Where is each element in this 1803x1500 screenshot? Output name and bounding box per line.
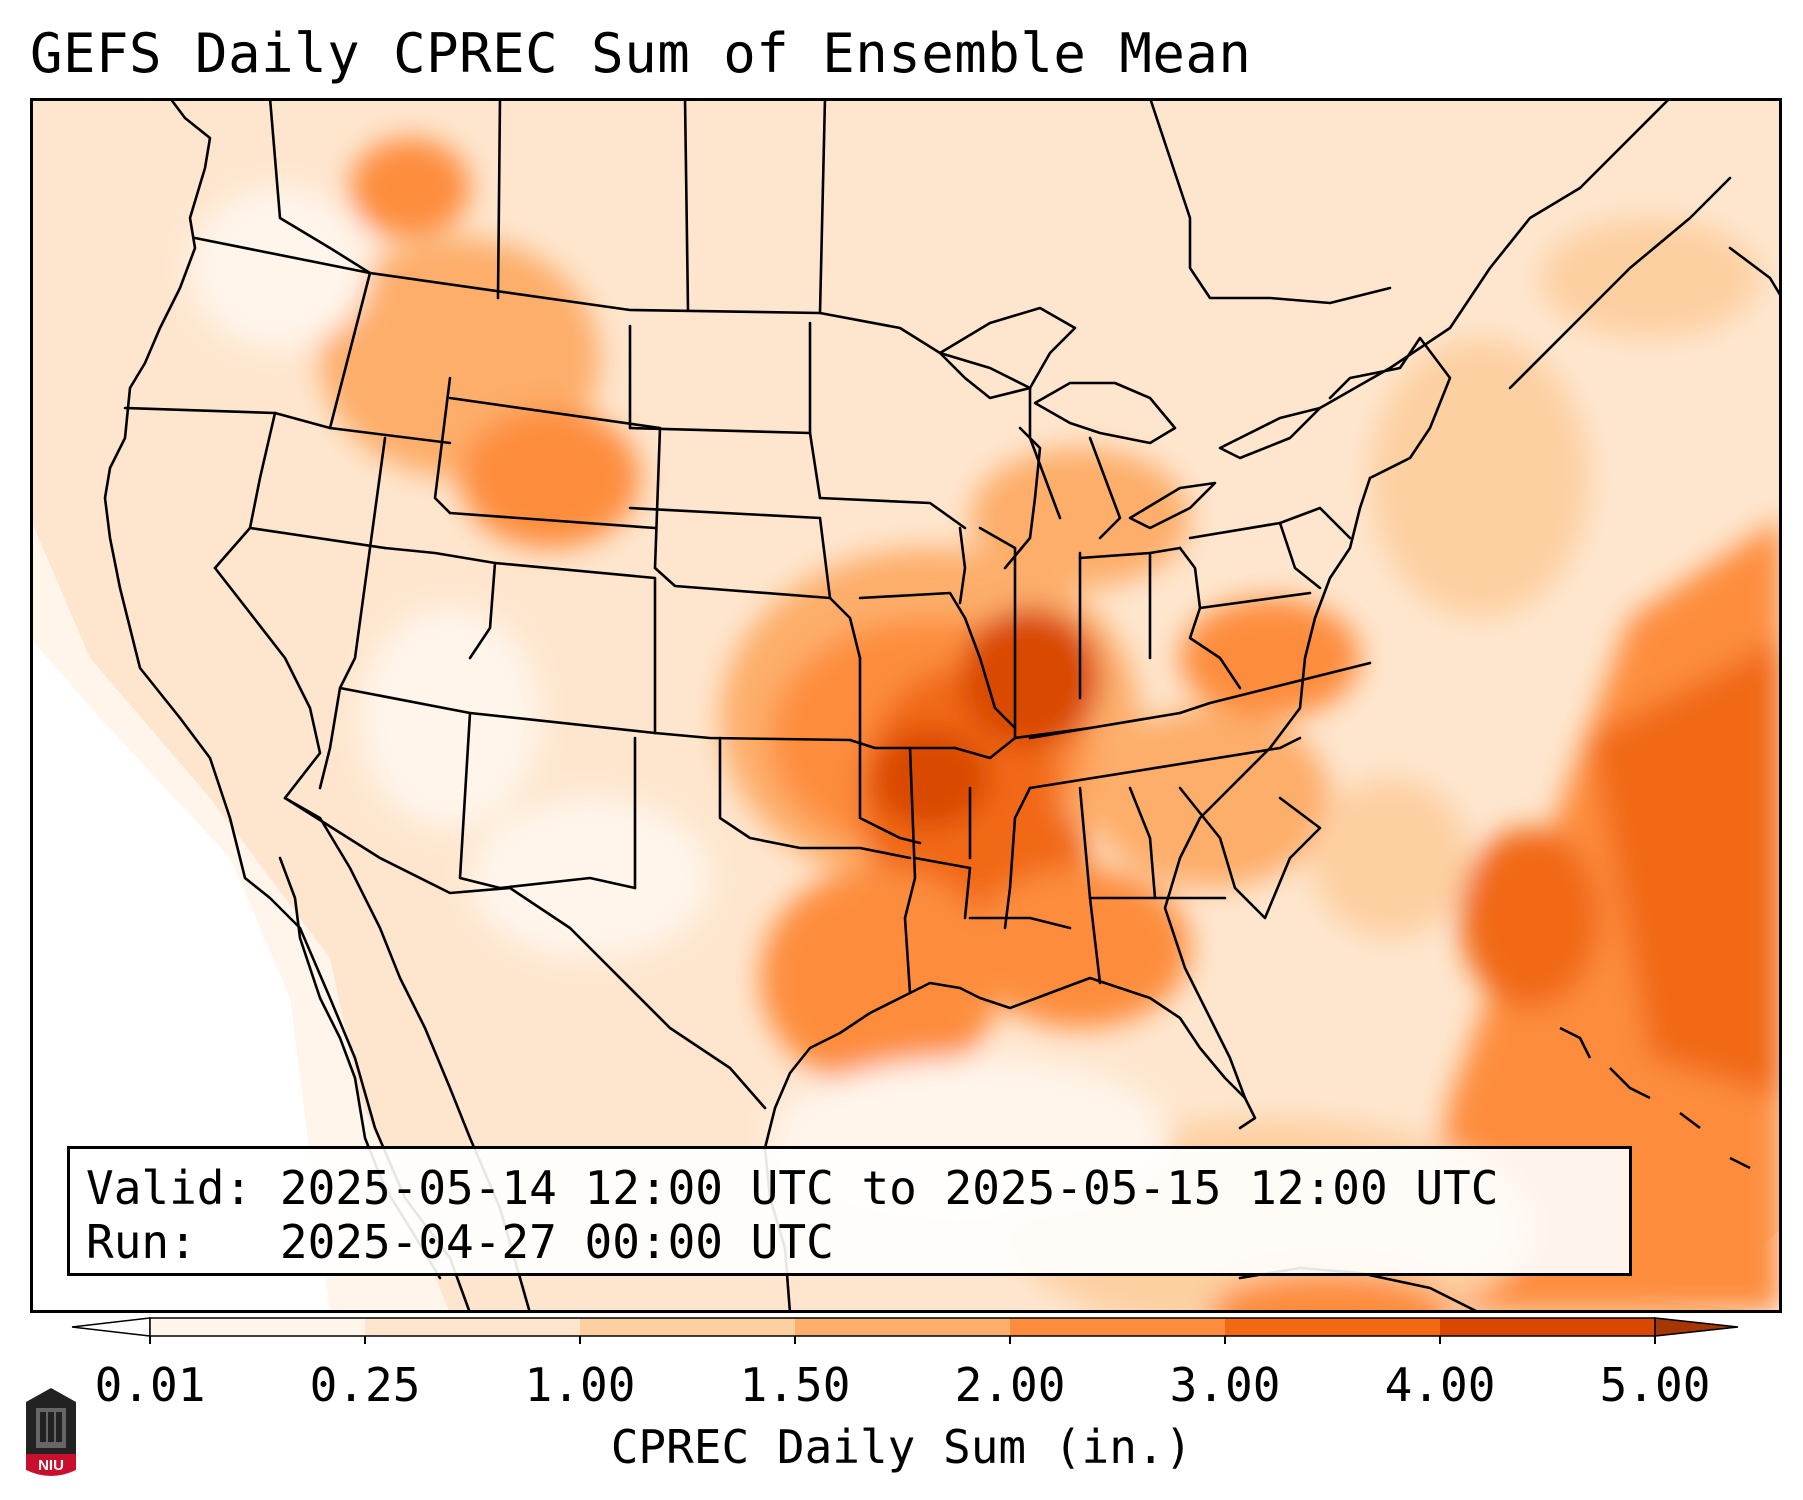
valid-label: Valid:: [86, 1161, 253, 1215]
run-time: 2025-04-27 00:00 UTC: [279, 1215, 834, 1269]
colorbar-tick-label: 0.01: [94, 1358, 206, 1412]
colorbar-segment: [150, 1318, 366, 1336]
colorbar-tick-label: 0.25: [309, 1358, 421, 1412]
valid-time: 2025-05-14 12:00 UTC to 2025-05-15 12:00…: [279, 1161, 1499, 1215]
valid-run-info-box: Valid: 2025-05-14 12:00 UTC to 2025-05-1…: [67, 1146, 1632, 1276]
niu-logo: NIU: [26, 1388, 76, 1476]
colorbar-over-arrow: [1654, 1317, 1739, 1337]
islands: [1559, 1026, 1751, 1170]
logo-text: NIU: [38, 1457, 64, 1474]
colorbar-tick-label: 3.00: [1169, 1358, 1281, 1412]
precip-field: [30, 98, 1782, 1313]
map-frame: [30, 98, 1782, 1313]
colorbar-segment: [1010, 1318, 1226, 1336]
precipitation-map: [30, 98, 1782, 1313]
colorbar-tick-label: 1.50: [739, 1358, 851, 1412]
run-label: Run:: [86, 1215, 197, 1269]
colorbar-tick-label: 2.00: [954, 1358, 1066, 1412]
colorbar-frame: [149, 1317, 1656, 1337]
colorbar-segment: [580, 1318, 796, 1336]
colorbar-label: CPREC Daily Sum (in.): [610, 1420, 1193, 1474]
colorbar-segment: [1440, 1318, 1656, 1336]
colorbar-tick-label: 1.00: [524, 1358, 636, 1412]
chart-title: GEFS Daily CPREC Sum of Ensemble Mean: [30, 22, 1252, 85]
colorbar-tick-label: 4.00: [1384, 1358, 1496, 1412]
colorbar-segment: [365, 1318, 581, 1336]
colorbar-under-arrow: [71, 1317, 151, 1337]
colorbar-segment: [795, 1318, 1011, 1336]
colorbar-tick-label: 5.00: [1599, 1358, 1711, 1412]
colorbar: [71, 1317, 1739, 1344]
colorbar-segment: [1225, 1318, 1441, 1336]
map-boundaries: [103, 98, 1782, 1313]
